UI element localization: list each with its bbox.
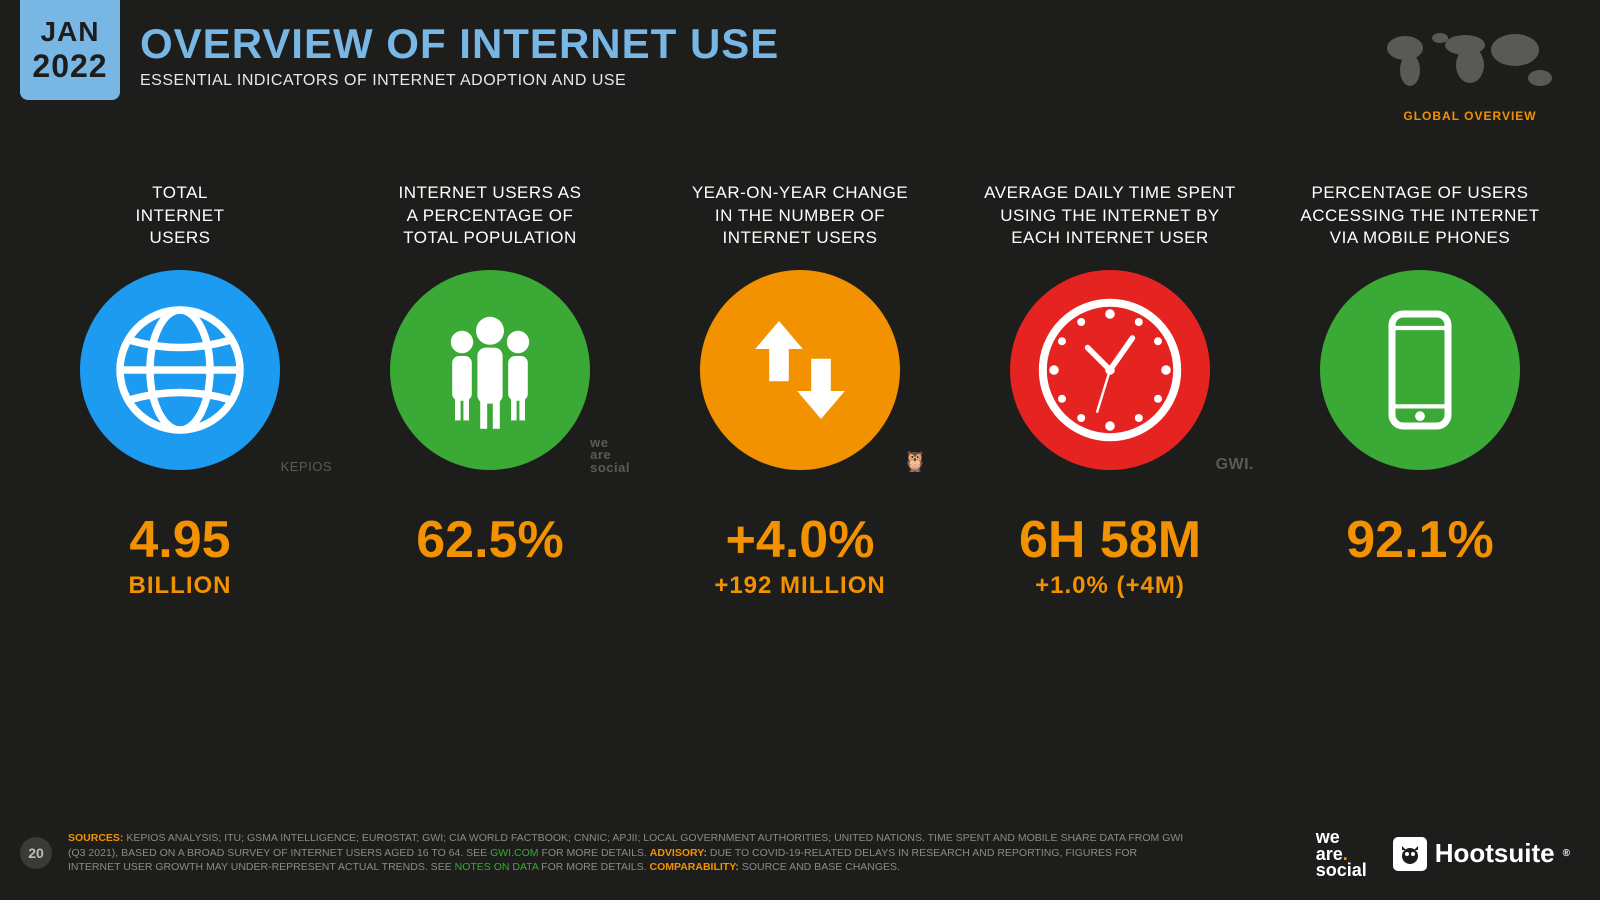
stat-circle: 🦉 [700,270,900,470]
date-month: JAN [20,16,120,48]
stat-circle: we are social [390,270,590,470]
phone-icon [1350,300,1490,440]
stat-label: TOTAL INTERNET USERS [50,180,310,252]
stat-sub: +1.0% (+4M) [980,572,1240,600]
date-year: 2022 [20,48,120,85]
hootsuite-logo: Hootsuite® [1393,837,1570,871]
header: OVERVIEW OF INTERNET USE ESSENTIAL INDIC… [140,20,779,90]
watermark: GWI. [1216,456,1254,474]
page-subtitle: ESSENTIAL INDICATORS OF INTERNET ADOPTIO… [140,72,779,90]
stat-circle: KEPIOS [80,270,280,470]
stat-label: YEAR-ON-YEAR CHANGE IN THE NUMBER OF INT… [670,180,930,252]
stat-label: AVERAGE DAILY TIME SPENT USING THE INTER… [980,180,1240,252]
stat-value: 6H 58M [980,510,1240,570]
stat-mobile-access: PERCENTAGE OF USERS ACCESSING THE INTERN… [1290,180,1550,572]
watermark: KEPIOS [281,459,332,474]
stat-sub: +192 MILLION [670,572,930,600]
stat-label: INTERNET USERS AS A PERCENTAGE OF TOTAL … [360,180,620,252]
arrows-icon [730,300,870,440]
page-title: OVERVIEW OF INTERNET USE [140,20,779,68]
global-overview: GLOBAL OVERVIEW [1370,20,1570,123]
stat-daily-time: AVERAGE DAILY TIME SPENT USING THE INTER… [980,180,1240,600]
sources-label: SOURCES: [68,832,123,844]
date-badge: JAN 2022 [20,0,120,100]
stat-value: 92.1% [1290,510,1550,570]
globe-icon [105,295,255,445]
stat-label: PERCENTAGE OF USERS ACCESSING THE INTERN… [1290,180,1550,252]
stat-yoy-change: YEAR-ON-YEAR CHANGE IN THE NUMBER OF INT… [670,180,930,600]
world-map-icon [1370,20,1570,100]
stat-percentage-population: INTERNET USERS AS A PERCENTAGE OF TOTAL … [360,180,620,572]
stat-sub: BILLION [50,572,310,600]
wearesocial-logo: we are. social [1316,829,1367,878]
watermark: 🦉 [903,449,928,474]
stat-circle: GWI. [1010,270,1210,470]
stats-row: TOTAL INTERNET USERS KEPIOS 4.95 BILLION… [0,180,1600,600]
sources-text: SOURCES: KEPIOS ANALYSIS; ITU; GSMA INTE… [68,831,1188,874]
stat-circle [1320,270,1520,470]
people-icon [420,300,560,440]
stat-value: 4.95 [50,510,310,570]
stat-value: 62.5% [360,510,620,570]
page-number: 20 [20,837,52,869]
footer-logos: we are. social Hootsuite® [1316,829,1570,878]
owl-icon [1393,837,1427,871]
global-overview-label: GLOBAL OVERVIEW [1370,109,1570,123]
clock-icon [1030,290,1190,450]
stat-total-users: TOTAL INTERNET USERS KEPIOS 4.95 BILLION [50,180,310,600]
watermark: we are social [590,437,630,474]
stat-value: +4.0% [670,510,930,570]
